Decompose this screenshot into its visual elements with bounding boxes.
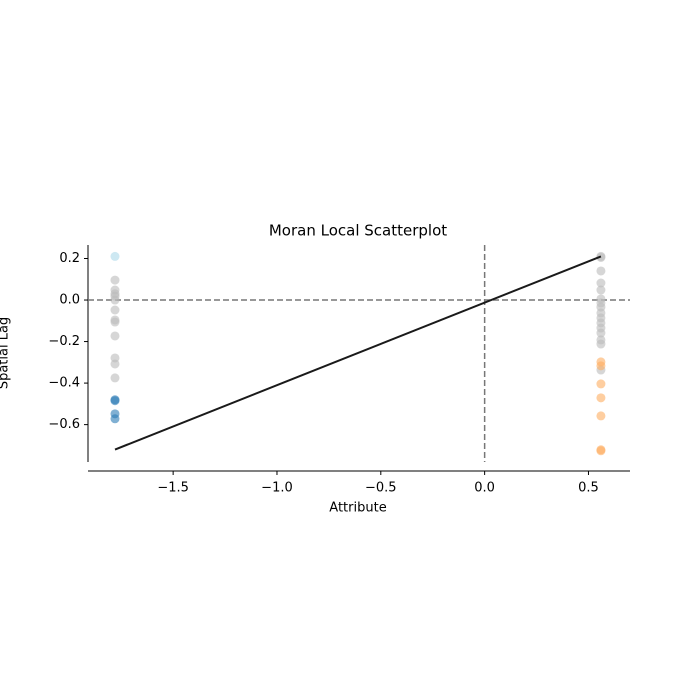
point: [596, 361, 606, 371]
fit-line: [114, 255, 602, 451]
point: [110, 414, 120, 424]
point: [596, 446, 606, 456]
x-tick-label: −1.0: [261, 481, 293, 496]
point: [110, 275, 120, 285]
point: [596, 379, 606, 389]
point: [596, 328, 606, 338]
point: [596, 339, 606, 349]
y-tick-label: 0.2: [59, 251, 80, 266]
point: [596, 393, 606, 403]
point: [110, 295, 120, 305]
x-tick-label: 0.5: [578, 481, 599, 496]
point: [110, 396, 120, 406]
x-tick-label: −0.5: [365, 481, 397, 496]
x-tick-label: −1.5: [157, 481, 189, 496]
point: [110, 317, 120, 327]
y-tick-label: −0.6: [48, 417, 80, 432]
point: [110, 373, 120, 383]
y-axis-label: Spatial Lag: [0, 317, 12, 389]
y-tick-label: −0.2: [48, 334, 80, 349]
point: [596, 285, 606, 295]
point: [596, 411, 606, 421]
chart-title: Moran Local Scatterplot: [269, 222, 447, 240]
point: [596, 278, 606, 288]
point: [596, 266, 606, 276]
point: [110, 289, 120, 299]
point: [110, 305, 120, 315]
y-tick-label: 0.0: [59, 293, 80, 308]
y-tick-label: −0.4: [48, 376, 80, 391]
x-axis-label: Attribute: [329, 501, 386, 516]
point: [110, 359, 120, 369]
point: [110, 251, 120, 261]
x-tick-label: 0.0: [474, 481, 495, 496]
point: [110, 331, 120, 341]
